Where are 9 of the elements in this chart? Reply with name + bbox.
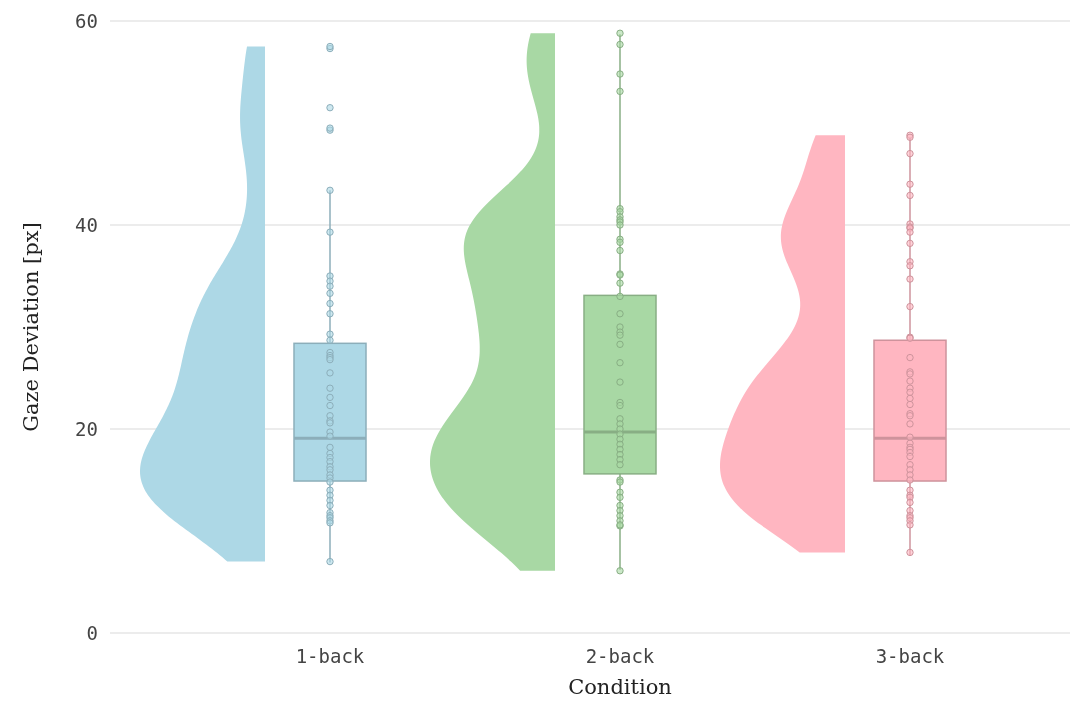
y-tick-label: 20 <box>75 417 98 440</box>
x-tick-label: 2-back <box>585 645 655 667</box>
x-tick-label: 3-back <box>875 645 945 667</box>
y-axis-title: Gaze Deviation [px] <box>19 222 43 432</box>
y-tick-label: 40 <box>75 213 98 236</box>
y-tick-label: 0 <box>86 621 98 644</box>
x-tick-label: 1-back <box>295 645 365 667</box>
y-tick-label: 60 <box>75 9 98 32</box>
x-axis-title: Condition <box>568 675 672 699</box>
